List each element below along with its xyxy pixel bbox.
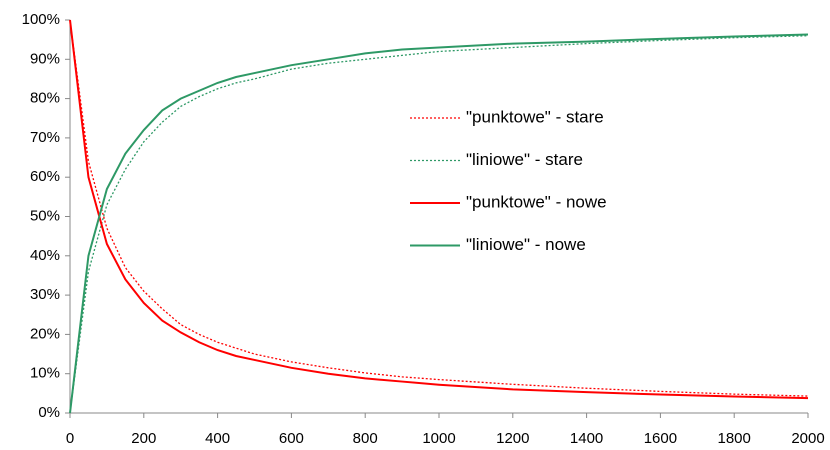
x-tick-label: 200 [131,430,156,447]
y-tick-label: 70% [30,129,60,146]
series-line [69,33,809,414]
x-tick-label: 1000 [422,430,455,447]
y-tick-label: 30% [30,286,60,303]
y-tick-label: 10% [30,365,60,382]
legend-label: "liniowe" - stare [466,150,583,169]
y-tick-label: 80% [30,90,60,107]
x-tick-label: 0 [66,430,74,447]
x-tick-label: 600 [279,430,304,447]
y-tick-label: 50% [30,207,60,224]
x-tick-label: 800 [353,430,378,447]
legend-label: "liniowe" - nowe [466,235,586,254]
x-tick-label: 2000 [791,430,824,447]
series-line [69,19,809,400]
y-tick-label: 90% [30,50,60,67]
x-tick-label: 1200 [496,430,529,447]
x-tick-label: 1400 [570,430,603,447]
x-tick-label: 400 [205,430,230,447]
x-tick-label: 1800 [718,430,751,447]
legend-label: "punktowe" - stare [466,107,604,126]
y-tick-label: 40% [30,247,60,264]
y-tick-label: 60% [30,168,60,185]
legend-label: "punktowe" - nowe [466,192,607,211]
series-line [69,19,809,397]
series-line [69,35,809,414]
y-tick-label: 100% [22,11,60,28]
y-tick-label: 0% [38,404,60,421]
y-tick-label: 20% [30,325,60,342]
x-tick-label: 1600 [644,430,677,447]
legend: "punktowe" - stare "liniowe" - stare "punk… [410,107,607,254]
